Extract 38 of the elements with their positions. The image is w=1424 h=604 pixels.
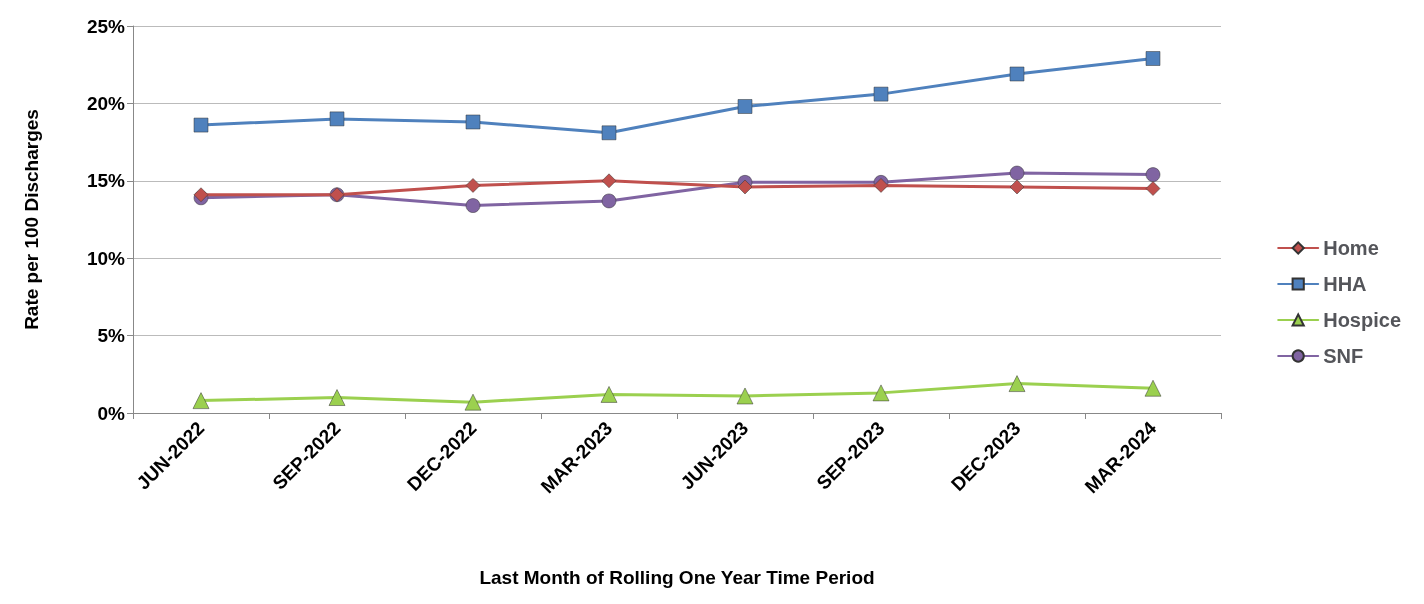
point (1009, 66, 1025, 82)
point (872, 384, 890, 402)
point (465, 198, 481, 213)
point (601, 193, 617, 209)
y-tick-label: 5% (97, 325, 126, 347)
point (193, 117, 209, 133)
y-axis-title: Rate per 100 Discharges (21, 109, 42, 330)
point (328, 389, 346, 406)
point (192, 392, 210, 409)
point (737, 99, 753, 114)
point (601, 173, 617, 189)
point (1145, 181, 1161, 196)
point (737, 179, 753, 195)
y-tick-label: 20% (86, 92, 126, 114)
point (601, 125, 617, 141)
y-tick-label: 15% (86, 170, 126, 192)
point (465, 114, 481, 130)
point (1009, 165, 1025, 181)
legend-label: HHA (1323, 273, 1367, 295)
point (1008, 375, 1026, 392)
y-tick-label: 0% (97, 402, 126, 424)
point (1144, 379, 1162, 397)
point (600, 386, 618, 403)
y-tick-label: 10% (86, 247, 126, 269)
legend-label: Home (1323, 237, 1379, 259)
point (1145, 167, 1161, 182)
point (736, 387, 754, 405)
legend-label: SNF (1323, 345, 1364, 367)
point (193, 187, 209, 202)
point (1009, 179, 1025, 195)
point (873, 86, 889, 102)
y-tick-label: 25% (86, 15, 126, 37)
point (329, 111, 345, 127)
legend-label: Hospice (1323, 309, 1402, 331)
x-axis-title: Last Month of Rolling One Year Time Period (479, 567, 875, 588)
point (465, 178, 481, 193)
point (464, 393, 482, 411)
point (1145, 51, 1161, 66)
